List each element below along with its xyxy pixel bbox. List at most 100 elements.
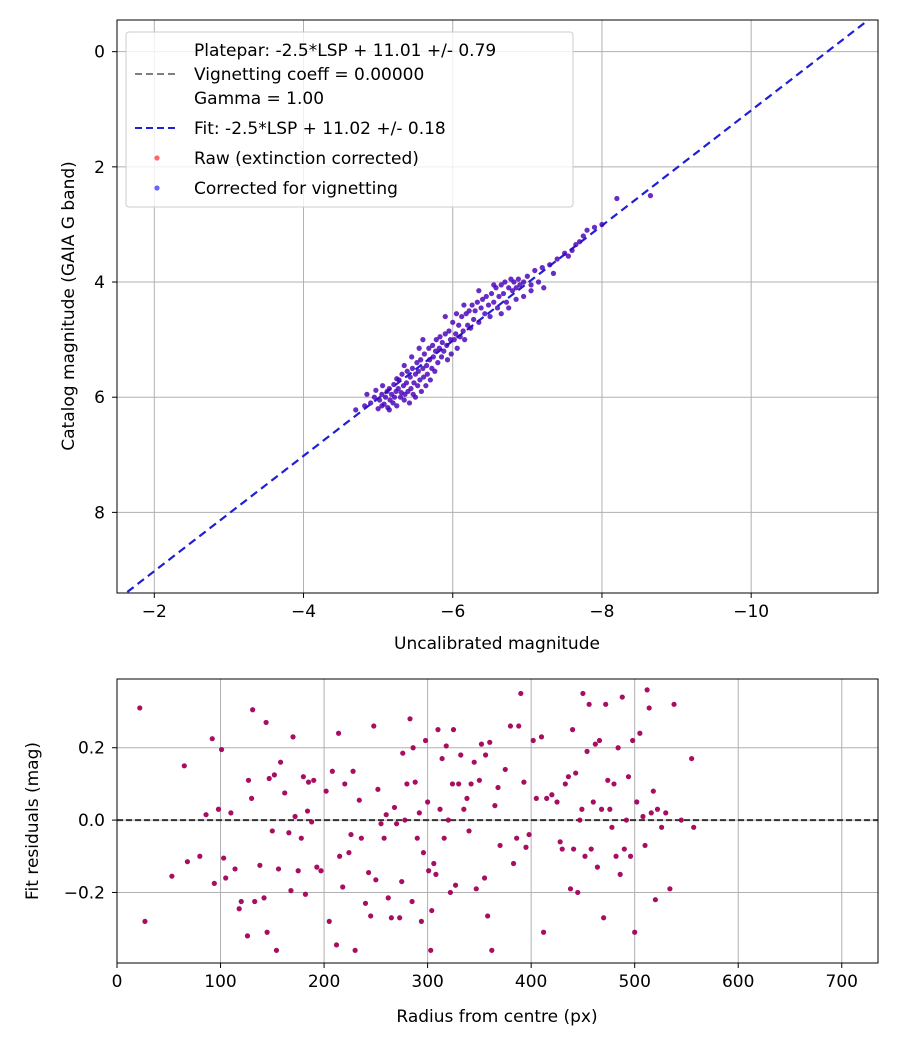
x-tick-label: −2 bbox=[142, 602, 167, 622]
residual-point bbox=[290, 734, 296, 740]
residual-point bbox=[314, 864, 320, 870]
residual-point bbox=[577, 817, 583, 823]
residual-point bbox=[425, 799, 431, 805]
corrected-point bbox=[468, 325, 474, 331]
residual-point bbox=[211, 880, 217, 887]
residual-point bbox=[497, 842, 503, 849]
residual-point bbox=[236, 906, 242, 912]
magnitude-plot-points bbox=[353, 193, 654, 413]
corrected-point bbox=[391, 394, 398, 400]
residual-point bbox=[648, 810, 654, 816]
corrected-point bbox=[472, 308, 478, 314]
residual-point bbox=[414, 835, 420, 841]
corrected-point bbox=[420, 365, 426, 372]
residual-point bbox=[617, 871, 623, 877]
residual-point bbox=[559, 846, 565, 852]
legend-box bbox=[125, 31, 574, 208]
corrected-point bbox=[451, 337, 457, 343]
residual-point bbox=[197, 853, 203, 859]
corrected-point bbox=[447, 337, 454, 343]
residual-point bbox=[184, 859, 191, 865]
corrected-point bbox=[459, 313, 465, 320]
residual-point bbox=[464, 795, 470, 801]
x-tick-label: −4 bbox=[291, 602, 316, 622]
corrected-point bbox=[461, 302, 467, 308]
corrected-point bbox=[562, 250, 568, 256]
corrected-point bbox=[482, 311, 488, 317]
corrected-point bbox=[432, 368, 438, 374]
corrected-point bbox=[521, 279, 527, 285]
corrected-point bbox=[550, 270, 557, 276]
corrected-point bbox=[399, 371, 405, 377]
residual-point bbox=[383, 812, 389, 818]
corrected-point bbox=[539, 265, 545, 271]
corrected-point bbox=[580, 233, 586, 239]
corrected-point bbox=[521, 293, 527, 300]
residual-point bbox=[458, 752, 464, 758]
residual-point bbox=[371, 723, 377, 729]
residual-point bbox=[277, 759, 284, 765]
corrected-point bbox=[535, 279, 542, 285]
corrected-point bbox=[491, 282, 497, 288]
residual-point bbox=[482, 752, 489, 758]
residual-point bbox=[362, 900, 369, 906]
corrected-point bbox=[513, 296, 519, 302]
residual-point bbox=[318, 868, 324, 874]
corrected-point bbox=[407, 374, 413, 380]
residual-point bbox=[429, 907, 435, 914]
residual-point bbox=[611, 781, 617, 787]
residual-point bbox=[473, 886, 479, 892]
residual-point bbox=[516, 723, 522, 729]
residual-point bbox=[378, 821, 384, 827]
corrected-point bbox=[599, 221, 605, 228]
y-tick-label: 0.0 bbox=[78, 811, 105, 831]
corrected-point bbox=[456, 322, 462, 328]
residual-point bbox=[335, 730, 342, 736]
corrected-point bbox=[414, 360, 420, 366]
residual-point bbox=[586, 701, 592, 707]
corrected-point bbox=[500, 290, 507, 297]
residual-point bbox=[329, 768, 335, 774]
x-tick-label: −10 bbox=[733, 602, 769, 622]
corrected-point bbox=[401, 362, 407, 369]
corrected-point bbox=[423, 383, 429, 389]
residual-point bbox=[302, 891, 309, 897]
residual-point bbox=[678, 817, 684, 823]
corrected-point bbox=[494, 305, 501, 311]
corrected-point bbox=[511, 279, 517, 285]
corrected-point bbox=[418, 357, 424, 363]
residual-point bbox=[538, 734, 545, 740]
residual-point bbox=[569, 727, 576, 733]
corrected-point bbox=[380, 383, 386, 389]
x-tick-label: −6 bbox=[440, 602, 465, 622]
corrected-point bbox=[502, 279, 508, 285]
corrected-point bbox=[453, 331, 459, 337]
residual-point bbox=[630, 737, 636, 744]
corrected-point bbox=[436, 345, 442, 351]
corrected-point bbox=[433, 337, 439, 343]
residual-point bbox=[288, 888, 294, 894]
residual-point bbox=[452, 882, 459, 888]
corrected-point bbox=[412, 394, 419, 400]
residual-point bbox=[495, 784, 501, 791]
legend-platepar-label-1: Platepar: -2.5*LSP + 11.01 +/- 0.79 bbox=[194, 41, 496, 61]
corrected-point bbox=[432, 348, 439, 354]
residual-point bbox=[544, 795, 550, 801]
residual-point bbox=[356, 797, 362, 803]
residual-point bbox=[689, 755, 695, 762]
y-tick-label: 0 bbox=[94, 43, 105, 63]
residual-point bbox=[337, 853, 343, 859]
residual-point bbox=[476, 777, 482, 783]
residuals-plot-ylabel: Fit residuals (mag) bbox=[23, 742, 43, 900]
residual-point bbox=[368, 913, 374, 919]
residual-point bbox=[584, 748, 590, 754]
residual-point bbox=[594, 864, 601, 870]
residual-point bbox=[492, 803, 498, 809]
residual-point bbox=[326, 918, 332, 924]
residual-point bbox=[373, 877, 379, 883]
residual-point bbox=[273, 947, 280, 953]
corrected-point bbox=[379, 403, 385, 409]
y-tick-label: 8 bbox=[94, 503, 105, 523]
corrected-point bbox=[368, 400, 374, 406]
